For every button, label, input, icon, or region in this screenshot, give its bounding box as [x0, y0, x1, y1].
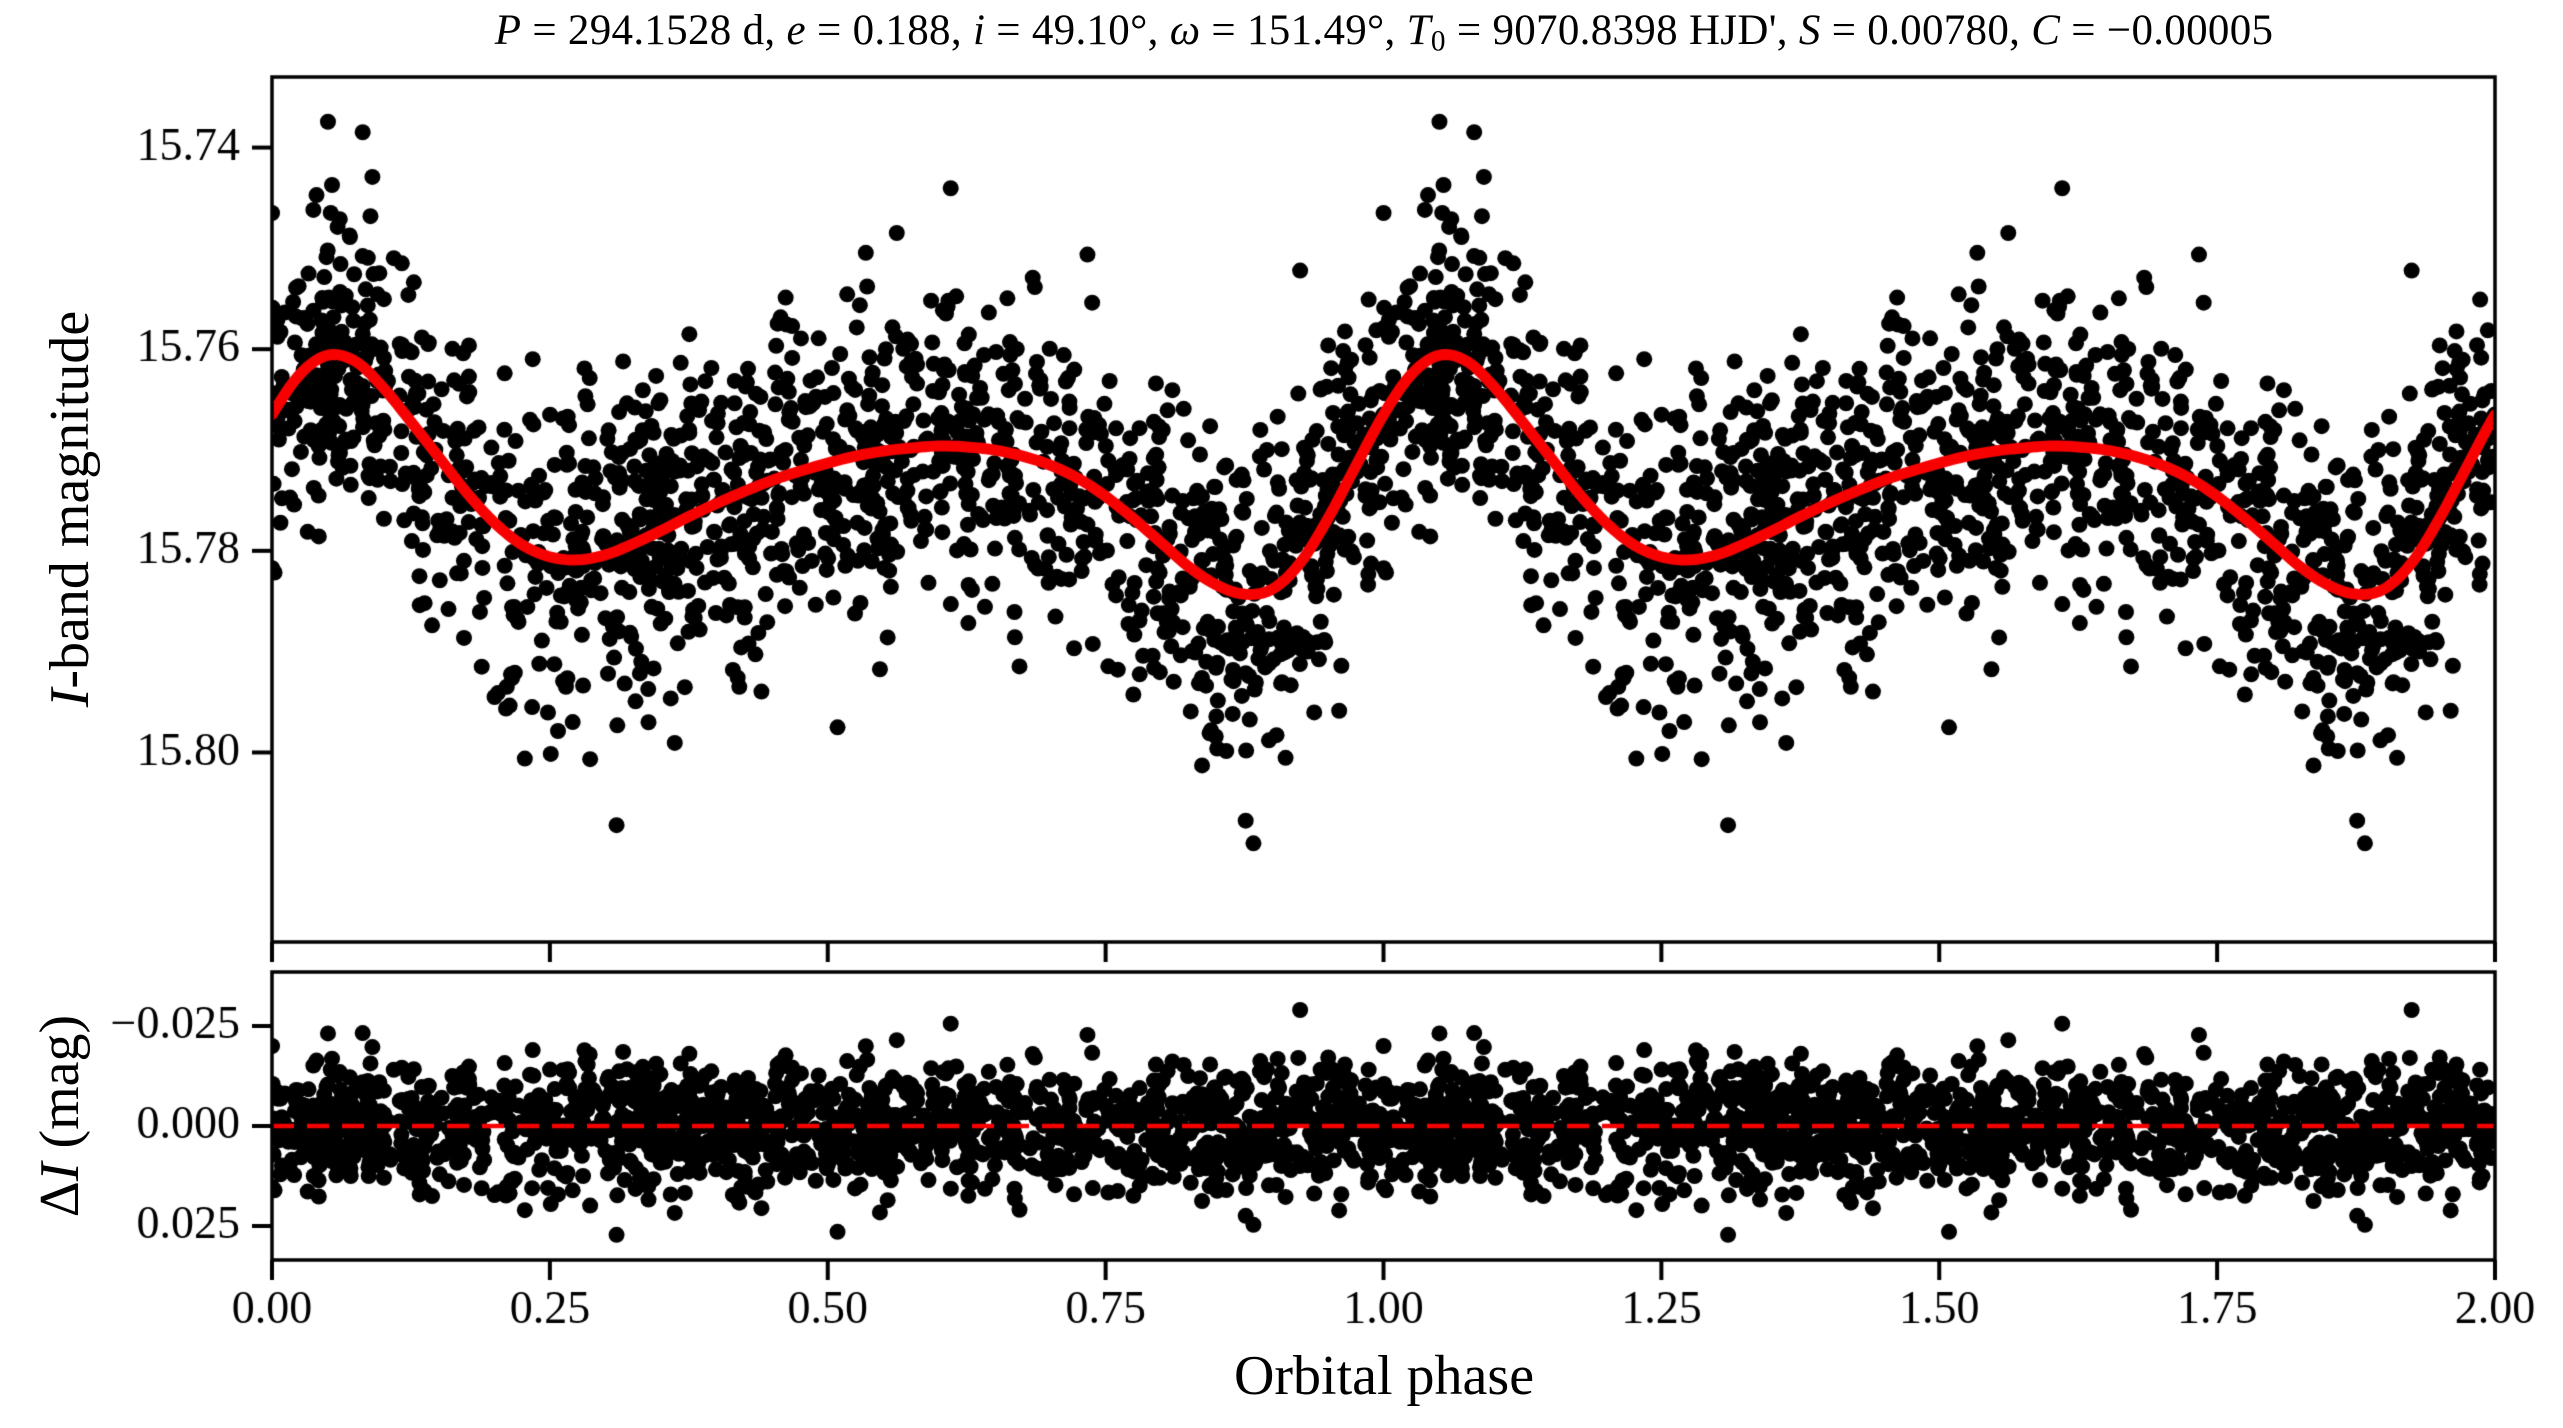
title-segment: = 9070.8398 HJD', — [1445, 7, 1799, 54]
title-segment: = 0.188, — [805, 7, 973, 54]
title-segment: i — [972, 7, 986, 54]
title-segment: T — [1406, 7, 1431, 54]
ylabel-italic-I: I — [39, 688, 101, 708]
title-segment: = 151.49°, — [1200, 7, 1407, 54]
title-segment: P — [494, 7, 522, 54]
title-segment: = 294.1528 d, — [521, 7, 787, 54]
title-segment: = −0.00005 — [2060, 7, 2274, 54]
ylabel-delta: Δ — [29, 1181, 91, 1218]
top-panel-y-axis-label: I-band magnitude — [38, 311, 102, 708]
ylabel-text: (mag) — [29, 1014, 91, 1163]
ylabel-italic-I: I — [29, 1162, 91, 1182]
ylabel-text: -band magnitude — [39, 310, 101, 689]
plot-title: P = 294.1528 d, e = 0.188, i = 49.10°, ω… — [495, 6, 2274, 58]
x-axis-label: Orbital phase — [1233, 1345, 1535, 1407]
title-segment: C — [2031, 7, 2061, 54]
title-segment: ω — [1169, 7, 1201, 54]
title-segment-subscript: 0 — [1430, 25, 1446, 58]
title-segment: e — [786, 7, 806, 54]
title-segment: = 0.00780, — [1820, 7, 2032, 54]
residual-panel-y-axis-label: ΔI (mag) — [28, 1015, 92, 1217]
title-segment: S — [1798, 7, 1821, 54]
title-segment: = 49.10°, — [985, 7, 1170, 54]
